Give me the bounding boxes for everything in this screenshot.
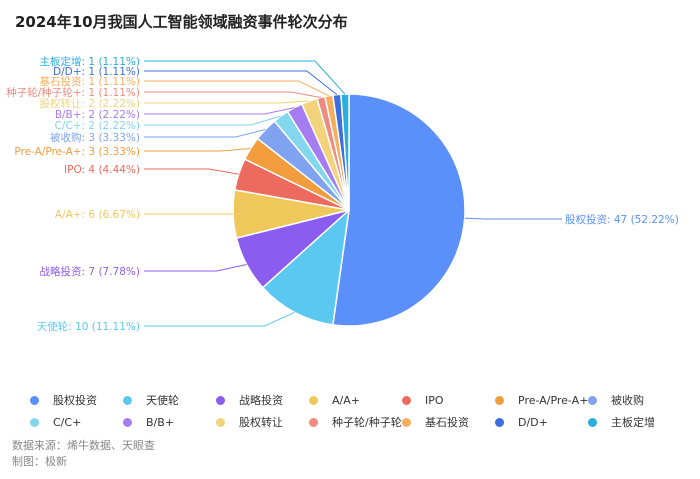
- slice-label: 主板定增: 1 (1.11%): [40, 55, 140, 68]
- leader-line: [144, 70, 338, 96]
- leader-line: [144, 100, 310, 104]
- legend-label: 股权转让: [239, 416, 283, 429]
- legend-label: C/C+: [53, 415, 82, 429]
- legend-label: B/B+: [146, 415, 175, 429]
- legend-item[interactable]: Pre-A/Pre-A+: [495, 394, 588, 407]
- leader-line: [144, 107, 295, 115]
- source-note: 数据来源：烯牛数据、天眼查 制图：极新: [12, 438, 155, 470]
- legend-swatch: [402, 417, 411, 427]
- legend-swatch: [123, 395, 132, 405]
- pie-slice: [332, 93, 466, 327]
- slice-label: 被收购: 3 (3.33%): [50, 131, 140, 144]
- legend-label: A/A+: [332, 393, 360, 407]
- legend-label: 被收购: [611, 394, 644, 407]
- legend-label: IPO: [425, 393, 444, 407]
- slice-label: 股权投资: 47 (52.22%): [565, 213, 679, 226]
- legend-swatch: [309, 417, 318, 427]
- legend-item[interactable]: C/C+: [30, 416, 123, 429]
- leader-line: [144, 60, 346, 95]
- legend-row: C/C+ B/B+ 股权转让 种子轮/种子轮+ 基石投资 D/D+ 主板定增: [30, 411, 690, 433]
- leader-line: [144, 263, 247, 272]
- leader-line: [144, 91, 322, 98]
- slice-label: 天使轮: 10 (11.11%): [37, 320, 140, 333]
- legend-label: D/D+: [518, 415, 548, 429]
- slice-label: C/C+: 2 (2.22%): [55, 120, 140, 132]
- legend-swatch: [30, 417, 39, 427]
- legend-swatch: [216, 395, 225, 405]
- legend-swatch: [309, 395, 318, 405]
- slice-label: 股权转让: 2 (2.22%): [40, 97, 140, 110]
- legend-item[interactable]: 种子轮/种子轮+: [309, 414, 411, 430]
- slice-label: Pre-A/Pre-A+: 3 (3.33%): [14, 146, 140, 158]
- legend-item[interactable]: 主板定增: [588, 414, 681, 430]
- legend-swatch: [588, 417, 597, 427]
- legend-item[interactable]: D/D+: [495, 416, 588, 429]
- legend-swatch: [495, 417, 504, 427]
- legend-swatch: [495, 395, 504, 405]
- legend-item[interactable]: A/A+: [309, 394, 402, 407]
- legend-item[interactable]: 基石投资: [402, 414, 495, 430]
- legend-item[interactable]: 股权投资: [30, 392, 123, 408]
- legend-label: 种子轮/种子轮+: [332, 416, 411, 429]
- legend-item[interactable]: 股权转让: [216, 414, 309, 430]
- leader-line: [144, 115, 281, 126]
- legend-item[interactable]: 被收购: [588, 392, 681, 408]
- legend-label: 股权投资: [53, 394, 97, 407]
- legend-label: 基石投资: [425, 416, 469, 429]
- pie-chart: 股权投资: 47 (52.22%) 天使轮: 10 (11.11%) 战略投资: 7…: [6, 55, 679, 333]
- slice-label: 基石投资: 1 (1.11%): [40, 75, 140, 88]
- legend-label: 战略投资: [239, 394, 283, 407]
- slice-label: A/A+: 6 (6.67%): [55, 209, 140, 221]
- legend-swatch: [30, 395, 39, 405]
- legend-swatch: [588, 395, 597, 405]
- leader-line: [144, 80, 330, 97]
- leader-line: [144, 148, 251, 152]
- legend-item[interactable]: 战略投资: [216, 392, 309, 408]
- data-source-text: 数据来源：烯牛数据、天眼查: [12, 439, 155, 452]
- legend: 股权投资 天使轮 战略投资 A/A+ IPO Pre-A/Pre-A+ 被收购 C/C+ B/…: [30, 389, 690, 433]
- slice-label: B/B+: 2 (2.22%): [55, 109, 140, 121]
- legend-swatch: [123, 417, 132, 427]
- slice-label: IPO: 4 (4.44%): [64, 164, 140, 176]
- slice-label: D/D+: 1 (1.11%): [53, 66, 140, 78]
- legend-label: 主板定增: [611, 416, 655, 429]
- chart-maker-text: 制图：极新: [12, 455, 67, 468]
- legend-row: 股权投资 天使轮 战略投资 A/A+ IPO Pre-A/Pre-A+ 被收购: [30, 389, 690, 411]
- leader-line: [144, 168, 239, 175]
- legend-item[interactable]: B/B+: [123, 416, 216, 429]
- leader-line: [144, 128, 266, 138]
- legend-item[interactable]: 天使轮: [123, 392, 216, 408]
- chart-title: 2024年10月我国人工智能领域融资事件轮次分布: [15, 13, 348, 31]
- legend-swatch: [216, 417, 225, 427]
- slice-label: 种子轮/种子轮+: 1 (1.11%): [6, 86, 140, 99]
- legend-item[interactable]: IPO: [402, 394, 495, 407]
- leader-line: [464, 217, 562, 220]
- leader-line: [144, 311, 295, 327]
- legend-swatch: [402, 395, 411, 405]
- slice-label: 战略投资: 7 (7.78%): [40, 265, 140, 278]
- legend-label: Pre-A/Pre-A+: [518, 393, 589, 407]
- legend-label: 天使轮: [146, 394, 179, 407]
